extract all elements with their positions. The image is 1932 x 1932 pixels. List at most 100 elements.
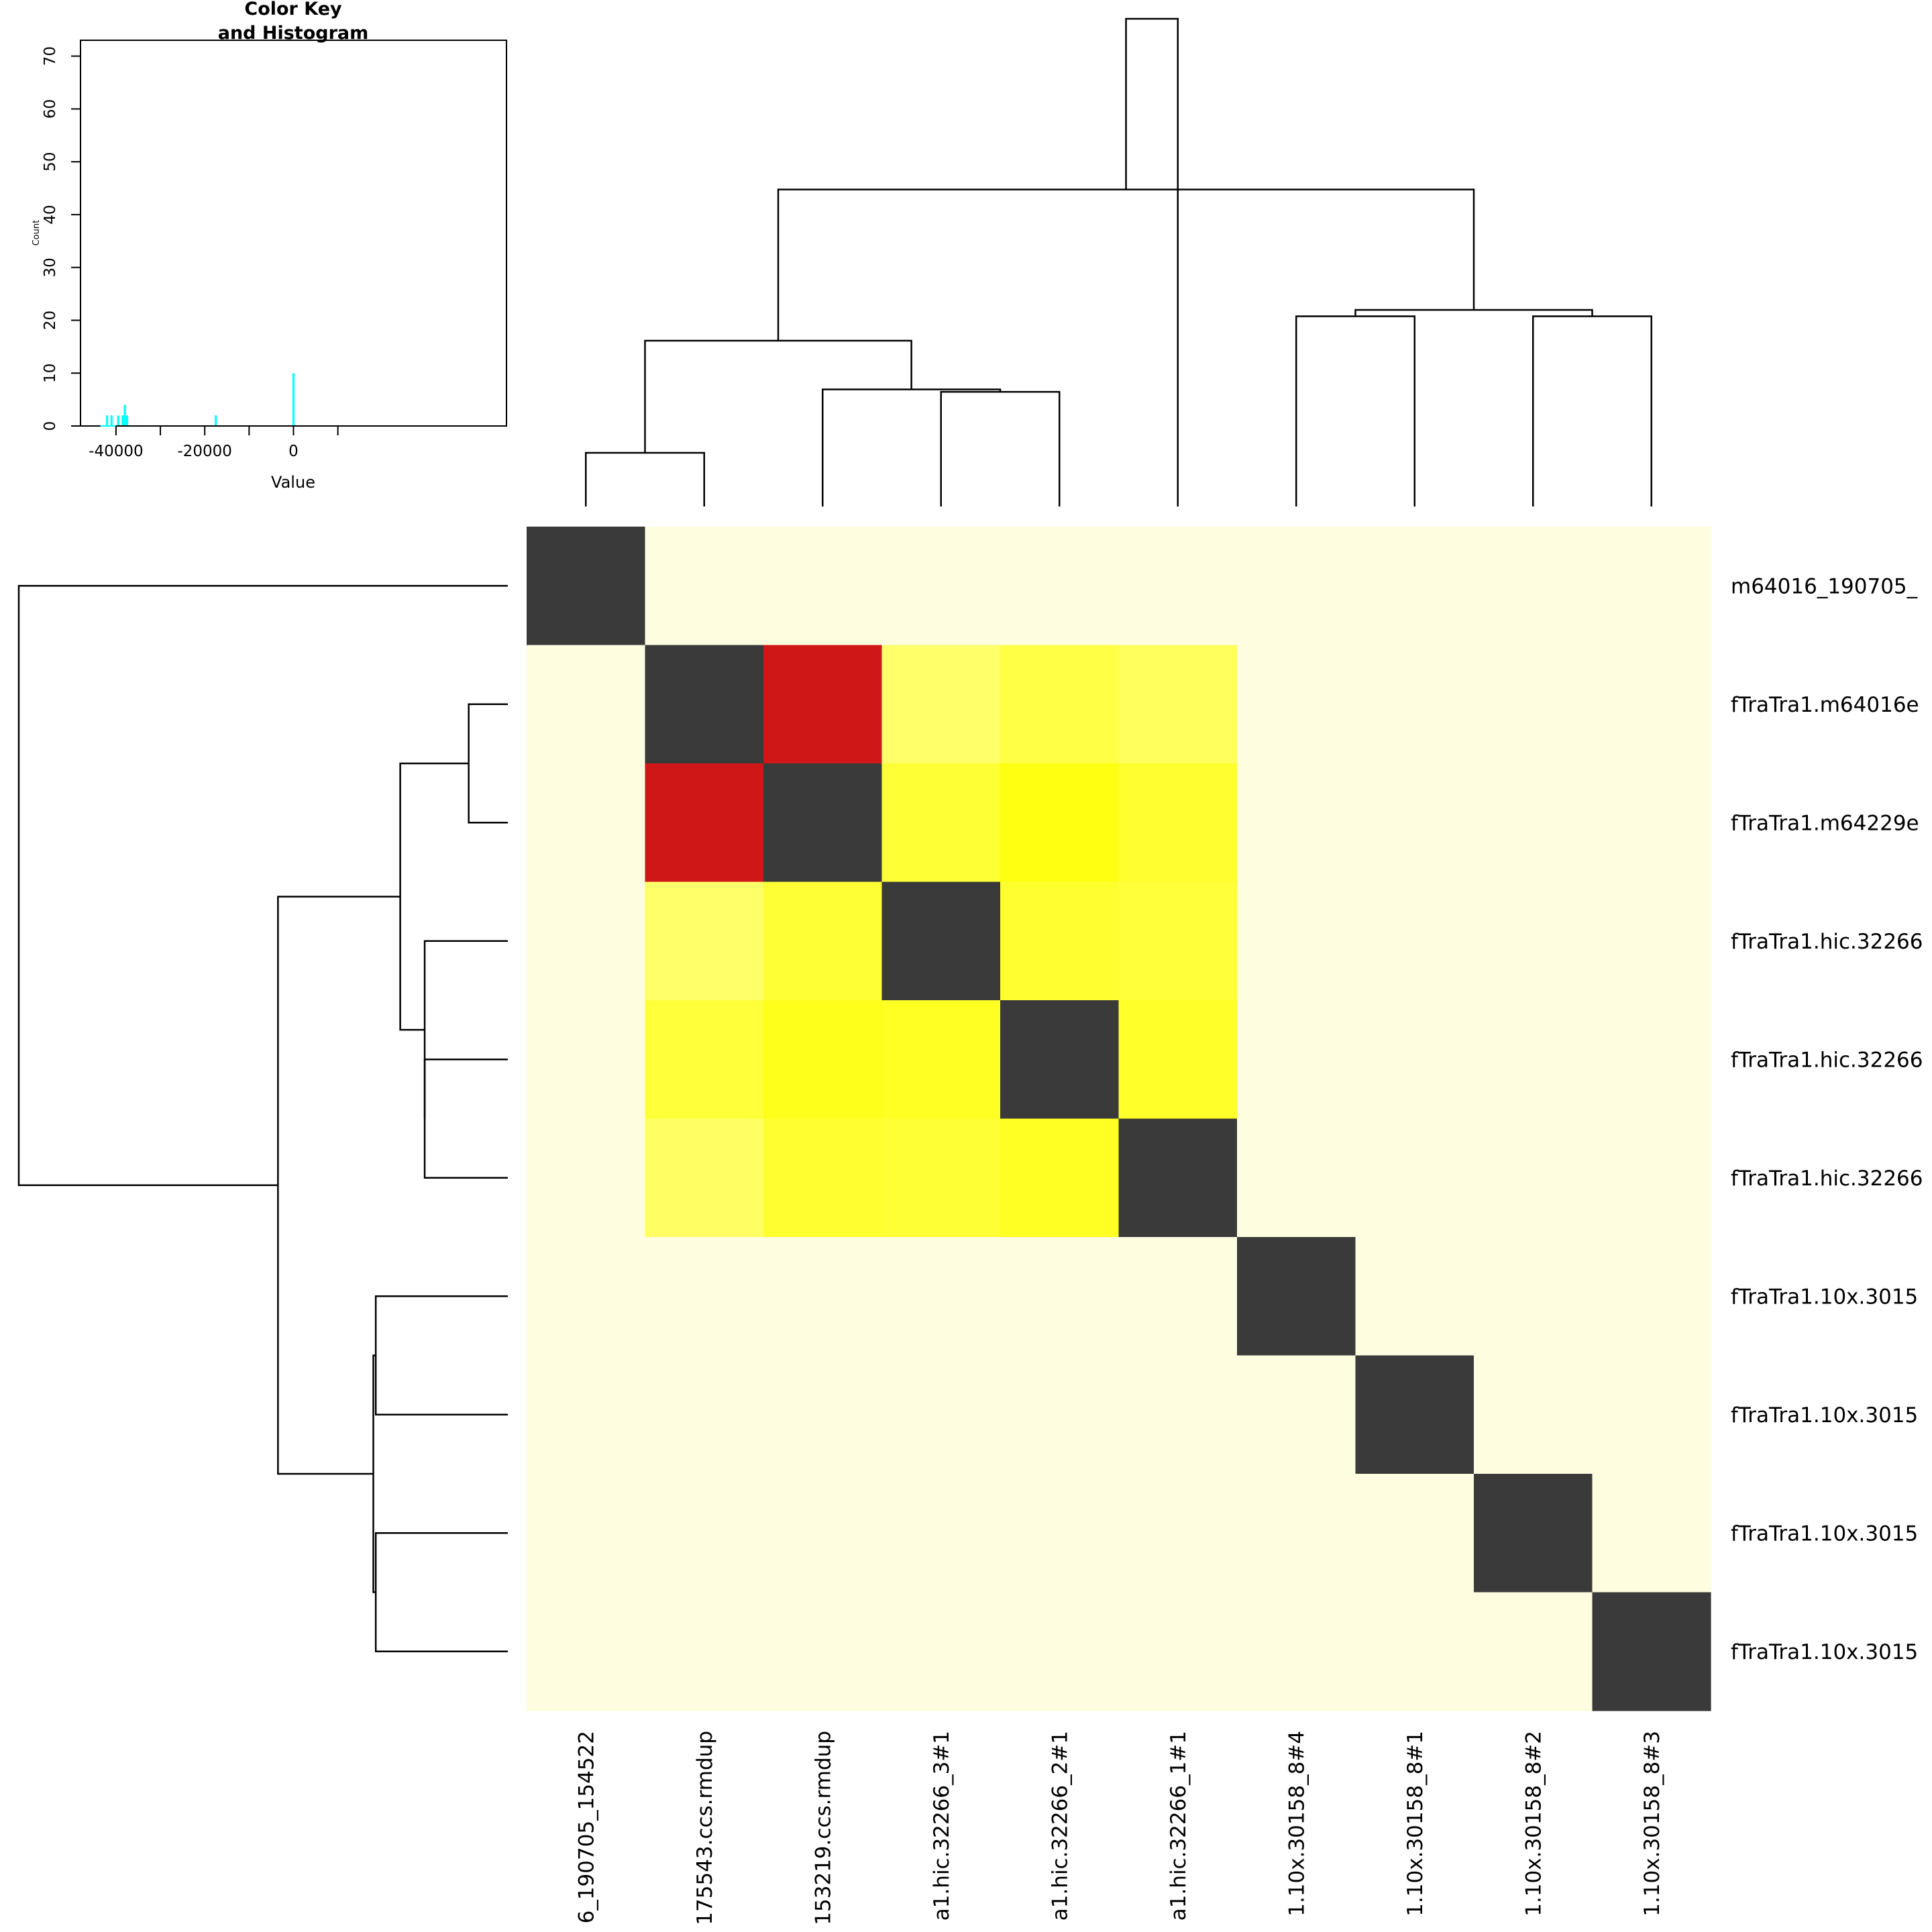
row-dendrogram-branch [423, 940, 508, 1119]
heatmap-cell [1000, 1237, 1120, 1356]
column-label: 153219.ccs.rmdup [811, 1731, 835, 1925]
color-key-histogram: Color Key and Histogram Value Count -400… [32, 0, 507, 492]
histogram-bar [292, 373, 295, 426]
heatmap-cell [1118, 1355, 1238, 1474]
column-label: 1.10x.30158_8#1 [1403, 1731, 1428, 1917]
histogram-bar [123, 405, 126, 426]
row-dendrogram-branch [399, 762, 469, 1031]
heatmap-cell [645, 763, 764, 883]
row-label: fTraTra1.m64016e [1731, 693, 1919, 717]
column-dendrogram-branch [585, 451, 705, 506]
column-labels: 6_190705_154522 175543.ccs.rmdup 153219.cc… [574, 1731, 1664, 1925]
heatmap-cell [763, 763, 883, 883]
heatmap-cell [1592, 1355, 1711, 1474]
heatmap-cell [527, 1000, 646, 1120]
heatmap-cell [527, 763, 646, 883]
heatmap-cell [1118, 763, 1238, 883]
heatmap-cell [1592, 527, 1711, 646]
histogram-y-tick-label: 10 [42, 364, 59, 383]
heatmap-cell [1000, 1118, 1120, 1238]
histogram-y-axis: 0 10 20 30 40 50 60 70 [42, 46, 81, 431]
heatmap-cell [1237, 645, 1356, 764]
heatmap-cell [1355, 881, 1474, 1001]
row-label: fTraTra1.hic.32266 [1731, 930, 1923, 954]
heatmap-cell [1474, 1474, 1593, 1593]
column-label: a1.hic.32266_2#1 [1048, 1731, 1072, 1921]
column-dendrogram-branch [644, 339, 912, 453]
histogram-y-tick-label: 50 [42, 152, 59, 172]
heatmap-cell [527, 1592, 646, 1711]
histogram-title-line-2: and Histogram [218, 23, 369, 44]
row-dendrogram-branch [423, 1059, 508, 1179]
histogram-bar [121, 415, 124, 426]
column-dendrogram [585, 17, 1652, 506]
heatmap-cell [527, 1474, 646, 1593]
histogram-y-tick-label: 70 [42, 46, 59, 66]
heatmap-cell [1000, 645, 1120, 764]
column-dendrogram-branch [940, 390, 1061, 506]
heatmap-cell [1355, 1237, 1474, 1356]
heatmap-cell [763, 881, 883, 1001]
heatmap-cell [1118, 1592, 1238, 1711]
row-label: m64016_190705_ [1731, 574, 1918, 598]
heatmap-cell [881, 527, 1001, 646]
row-label: fTraTra1.hic.32266 [1731, 1048, 1923, 1072]
heatmap-cell [645, 1355, 764, 1474]
heatmap-cell [763, 1118, 883, 1238]
heatmap-cell [1000, 527, 1120, 646]
row-label: fTraTra1.m64229e [1731, 811, 1919, 835]
heatmap-cell [1474, 1118, 1593, 1238]
heatmap-cell [645, 881, 764, 1001]
column-dendrogram-branch [1354, 309, 1593, 317]
heatmap-cell [1355, 1474, 1474, 1593]
heatmap-cell [1592, 1592, 1711, 1711]
column-dendrogram-branch [1532, 315, 1652, 506]
column-label: 175543.ccs.rmdup [693, 1731, 717, 1925]
heatmap-cell [1000, 1592, 1120, 1711]
heatmap-cell [1592, 1000, 1711, 1120]
column-label: 1.10x.30158_8#4 [1285, 1731, 1309, 1917]
histogram-x-axis: -40000 -20000 0 [89, 425, 339, 460]
row-label: fTraTra1.10x.3015 [1731, 1285, 1918, 1309]
heatmap-cell [763, 1474, 883, 1593]
heatmap-cell [1355, 645, 1474, 764]
heatmap-cell [1237, 1237, 1356, 1356]
column-label: 1.10x.30158_8#3 [1640, 1731, 1664, 1917]
heatmap-cell [1355, 763, 1474, 883]
heatmap-cell [881, 1592, 1001, 1711]
heatmap-cell [645, 1237, 764, 1356]
heatmap-cell [1000, 1000, 1120, 1120]
histogram-bar [125, 415, 129, 426]
column-dendrogram-branch [1295, 315, 1415, 506]
heatmap-cell [1118, 1237, 1238, 1356]
heatmap-cell [1474, 1592, 1593, 1711]
heatmap-cell [1474, 527, 1593, 646]
heatmap-cell [645, 1000, 764, 1120]
histogram-frame [80, 40, 507, 427]
heatmap-cell [527, 1355, 646, 1474]
column-dendrogram-branch [777, 189, 1475, 341]
heatmap-cell [1000, 1474, 1120, 1593]
heatmap-cells [527, 527, 1711, 1711]
heatmap-cell [1592, 763, 1711, 883]
row-dendrogram-branch [277, 896, 400, 1475]
heatmap-cell [1237, 1000, 1356, 1120]
heatmap-cell [881, 1237, 1001, 1356]
column-label: a1.hic.32266_3#1 [930, 1731, 954, 1921]
heatmap-cell [1474, 881, 1593, 1001]
heatmap-cell [1355, 1000, 1474, 1120]
heatmap-cell [1118, 1474, 1238, 1593]
heatmap-cell [1592, 645, 1711, 764]
histogram-bar [215, 415, 217, 426]
row-dendrogram-branch [374, 1295, 508, 1415]
heatmap-cell [763, 1592, 883, 1711]
histogram-title-line-1: Color Key [244, 0, 342, 19]
heatmap-cell [1474, 1355, 1593, 1474]
histogram-y-tick-label: 0 [42, 421, 59, 431]
heatmap-cell [1000, 763, 1120, 883]
heatmap-cell [1118, 881, 1238, 1001]
row-label: fTraTra1.10x.3015 [1731, 1403, 1918, 1428]
histogram-bar [110, 415, 113, 426]
heatmap-cell [763, 1000, 883, 1120]
